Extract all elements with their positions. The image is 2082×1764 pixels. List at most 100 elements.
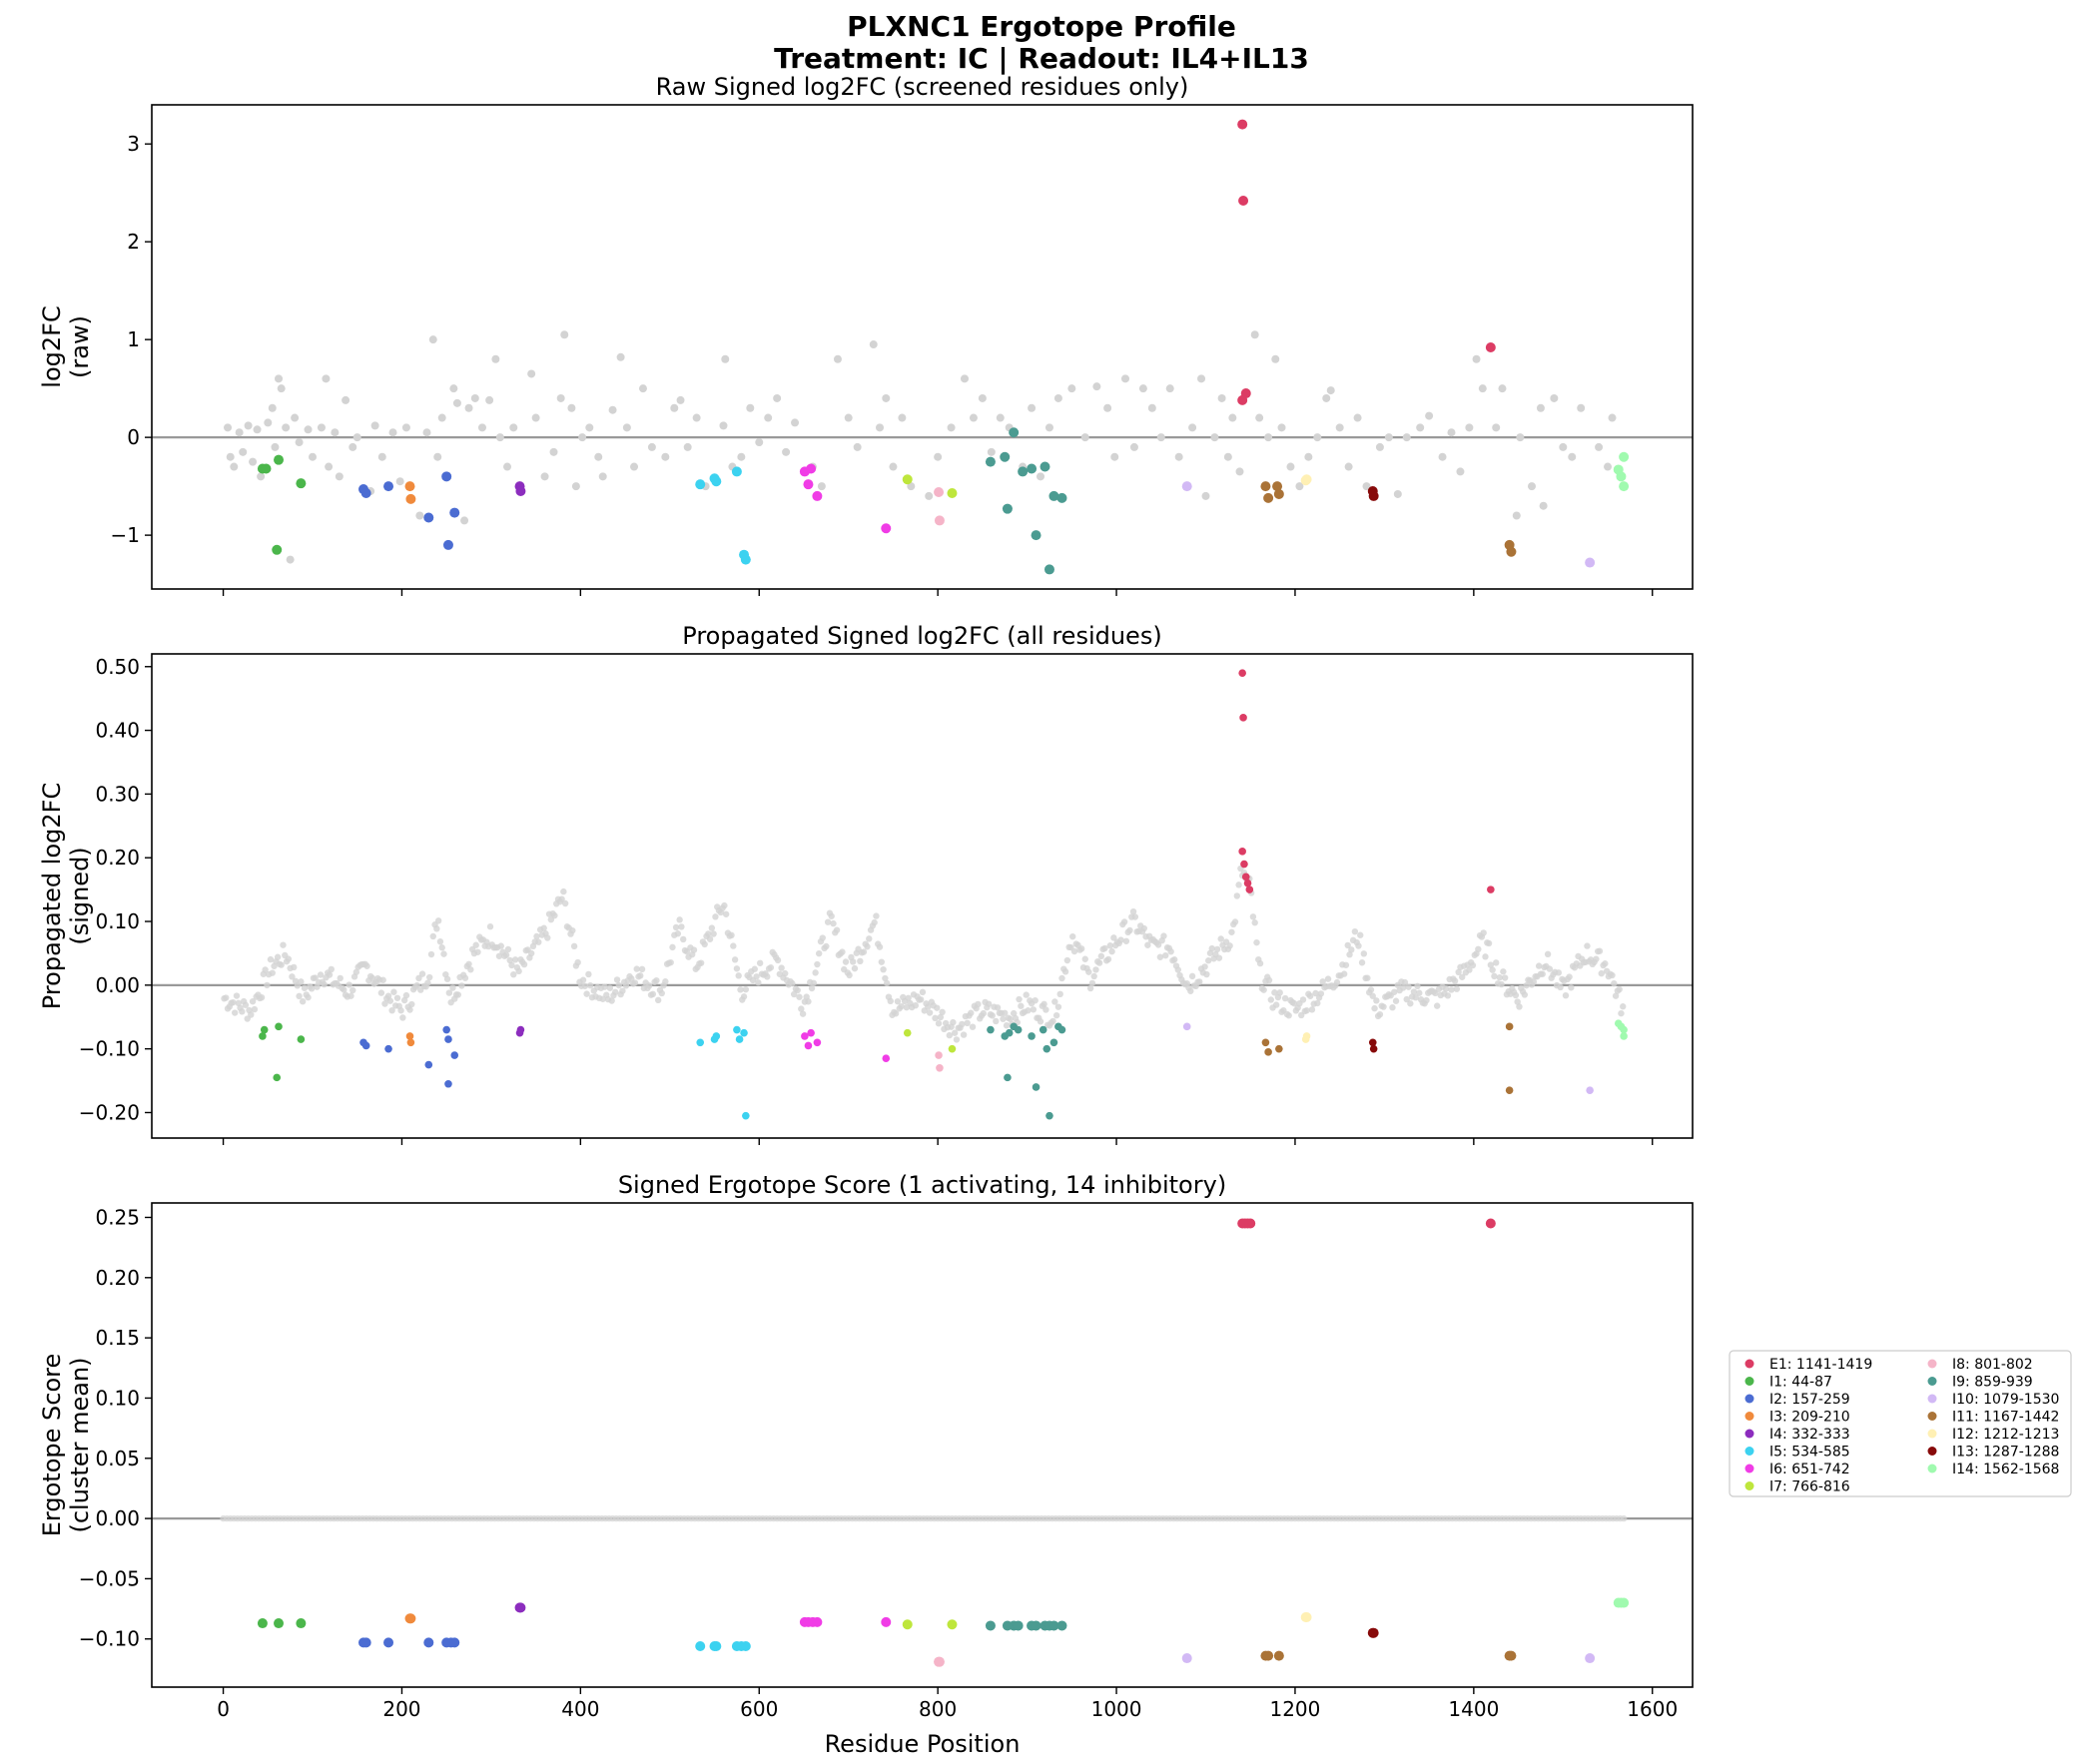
- background-point: [264, 418, 273, 427]
- background-point: [428, 335, 437, 344]
- background-point: [789, 979, 796, 987]
- background-point: [377, 452, 386, 461]
- background-point: [305, 993, 312, 1001]
- background-point: [579, 976, 587, 983]
- data-point: [423, 512, 434, 523]
- background-point: [1231, 918, 1239, 925]
- data-point: [1619, 451, 1630, 462]
- data-point: [1181, 481, 1192, 492]
- background-point: [1122, 937, 1130, 944]
- background-point: [819, 934, 826, 941]
- background-point: [1085, 968, 1092, 975]
- background-point: [264, 981, 271, 989]
- data-point: [1261, 1038, 1270, 1047]
- background-point: [721, 354, 730, 363]
- y-tick-label: 0.15: [95, 1326, 140, 1350]
- background-point: [1348, 946, 1355, 953]
- background-point: [561, 899, 569, 907]
- legend-marker: [1927, 1464, 1937, 1473]
- background-point: [767, 964, 775, 971]
- background-point: [1485, 939, 1493, 947]
- data-point: [742, 1111, 750, 1120]
- background-point: [615, 981, 623, 989]
- data-point: [1240, 860, 1248, 869]
- data-point: [1240, 388, 1251, 399]
- background-point: [583, 990, 590, 997]
- background-point: [308, 985, 316, 992]
- background-point: [1032, 997, 1039, 1004]
- x-tick-label: 400: [561, 1697, 599, 1721]
- data-point: [696, 1038, 705, 1047]
- background-point: [291, 963, 298, 971]
- background-point: [277, 384, 286, 393]
- legend-marker: [1744, 1464, 1754, 1473]
- background-point: [299, 998, 307, 1005]
- y-tick-label: 0.30: [95, 782, 140, 806]
- background-point: [440, 950, 447, 957]
- data-point: [1028, 1032, 1036, 1040]
- legend-entry: I10: 1079-1530: [1927, 1392, 2059, 1408]
- background-point: [1512, 991, 1520, 999]
- x-tick-label: 0: [217, 1697, 230, 1721]
- series-i5: [695, 1640, 751, 1651]
- background-point: [907, 482, 916, 491]
- background-point: [317, 423, 326, 432]
- background-point: [1362, 482, 1371, 491]
- background-point: [1204, 957, 1212, 964]
- background-point: [443, 975, 451, 982]
- background-point: [1233, 892, 1241, 899]
- background-point: [1208, 944, 1215, 952]
- y-axis: 0.25 0.20 0.15 0.10 0.05 0.00 −0.05 −0.10: [79, 1205, 152, 1651]
- background-point: [581, 982, 589, 989]
- background-point: [445, 989, 453, 996]
- background-point: [925, 1003, 932, 1010]
- background-point: [251, 1005, 259, 1013]
- background-point: [1577, 403, 1586, 412]
- background-point: [1380, 1003, 1387, 1010]
- background-point: [298, 978, 305, 985]
- background-point: [1319, 978, 1326, 985]
- data-point: [934, 1656, 945, 1667]
- background-point: [328, 965, 335, 973]
- background-point: [1620, 1003, 1627, 1010]
- background-point: [1108, 947, 1115, 955]
- background-point: [239, 447, 248, 456]
- data-point: [1005, 1028, 1014, 1037]
- background-point: [301, 984, 309, 991]
- data-point: [1182, 1022, 1191, 1031]
- background-point: [427, 950, 435, 958]
- data-point: [1009, 427, 1020, 438]
- legend-entry: I6: 651-742: [1744, 1462, 1850, 1477]
- background-point: [422, 428, 431, 437]
- y-axis-label: Propagated log2FC(signed): [38, 783, 94, 1009]
- background-point: [628, 975, 635, 982]
- background-point: [1267, 996, 1274, 1003]
- background-point: [1120, 918, 1128, 925]
- background-point: [1322, 393, 1331, 402]
- data-point: [987, 1025, 995, 1034]
- background-point: [1487, 961, 1495, 968]
- background-point: [824, 918, 832, 925]
- series-i12: [1300, 474, 1312, 486]
- background-point: [1129, 907, 1137, 915]
- background-point: [326, 971, 334, 978]
- background-point: [1602, 960, 1609, 967]
- background-point: [1188, 423, 1197, 432]
- background-point: [506, 956, 513, 964]
- background-point: [1174, 452, 1183, 461]
- background-point: [1095, 959, 1103, 966]
- background-point: [1498, 980, 1505, 988]
- data-point: [1585, 1653, 1596, 1664]
- background-point: [1451, 977, 1459, 984]
- data-point: [1369, 1044, 1378, 1053]
- background-point: [653, 976, 660, 984]
- background-point: [1000, 1015, 1007, 1022]
- series-i4: [514, 481, 526, 497]
- background-point: [1061, 968, 1069, 975]
- legend-entry: I14: 1562-1568: [1927, 1462, 2059, 1477]
- background-point: [1308, 1006, 1316, 1013]
- background-point: [613, 976, 621, 983]
- background-point: [1367, 986, 1375, 993]
- background-point: [585, 970, 592, 978]
- background-point: [231, 1009, 239, 1016]
